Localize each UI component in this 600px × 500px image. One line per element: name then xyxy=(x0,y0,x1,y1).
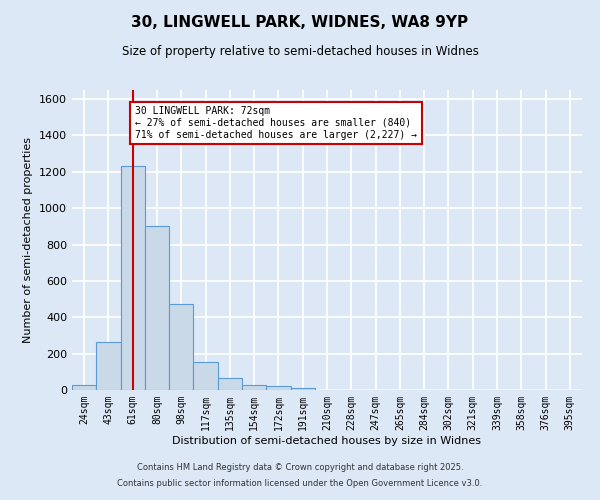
Text: Contains public sector information licensed under the Open Government Licence v3: Contains public sector information licen… xyxy=(118,478,482,488)
Bar xyxy=(218,378,242,390)
Bar xyxy=(266,386,290,390)
Text: Contains HM Land Registry data © Crown copyright and database right 2025.: Contains HM Land Registry data © Crown c… xyxy=(137,464,463,472)
Y-axis label: Number of semi-detached properties: Number of semi-detached properties xyxy=(23,137,34,343)
X-axis label: Distribution of semi-detached houses by size in Widnes: Distribution of semi-detached houses by … xyxy=(173,436,482,446)
Bar xyxy=(242,384,266,390)
Bar xyxy=(72,386,96,390)
Text: 30, LINGWELL PARK, WIDNES, WA8 9YP: 30, LINGWELL PARK, WIDNES, WA8 9YP xyxy=(131,15,469,30)
Bar xyxy=(169,304,193,390)
Bar xyxy=(193,362,218,390)
Bar xyxy=(290,388,315,390)
Bar xyxy=(121,166,145,390)
Bar xyxy=(96,342,121,390)
Text: 30 LINGWELL PARK: 72sqm
← 27% of semi-detached houses are smaller (840)
71% of s: 30 LINGWELL PARK: 72sqm ← 27% of semi-de… xyxy=(135,106,417,140)
Text: Size of property relative to semi-detached houses in Widnes: Size of property relative to semi-detach… xyxy=(122,45,478,58)
Bar xyxy=(145,226,169,390)
